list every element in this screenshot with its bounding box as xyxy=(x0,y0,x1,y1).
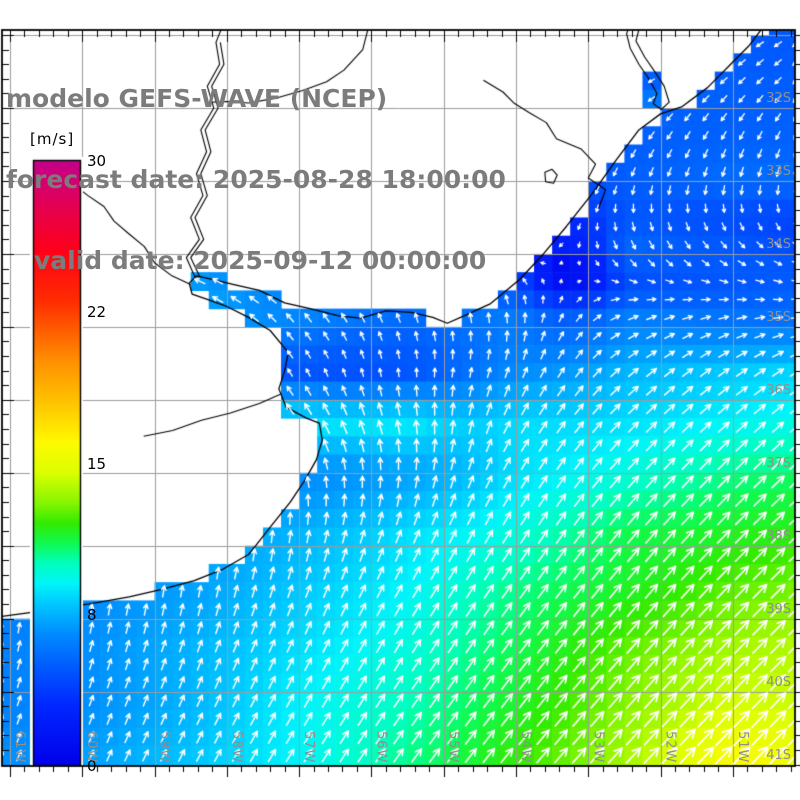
map-title: modelo GEFS-WAVE (NCEP) forecast date: 2… xyxy=(6,31,506,328)
colorbar-tick-label-15: 15 xyxy=(87,454,107,473)
lat-axis-label-34S: 34S xyxy=(766,236,791,252)
lat-axis-label-33S: 33S xyxy=(766,163,791,179)
colorbar-tick-label-8: 8 xyxy=(87,605,97,624)
title-valid-date-line: valid date: 2025-09-12 00:00:00 xyxy=(34,246,487,275)
lat-axis-label-39S: 39S xyxy=(766,601,791,617)
title-model-line: modelo GEFS-WAVE (NCEP) xyxy=(6,84,388,113)
lon-axis-label-58W: 58W xyxy=(228,730,244,763)
lat-axis-label-35S: 35S xyxy=(766,309,791,325)
lon-axis-label-61W: 61W xyxy=(11,730,27,763)
lat-axis-label-38S: 38S xyxy=(766,528,791,544)
lat-axis-label-32S: 32S xyxy=(766,91,791,107)
lat-axis-label-40S: 40S xyxy=(766,674,791,690)
lon-axis-label-54W: 54W xyxy=(517,730,533,763)
colorbar-tick-label-0: 0 xyxy=(87,757,97,775)
lon-axis-label-55W: 55W xyxy=(445,730,461,763)
lon-axis-label-52W: 52W xyxy=(662,730,678,763)
lon-axis-label-56W: 56W xyxy=(373,730,389,763)
lon-axis-label-51W: 51W xyxy=(734,730,750,763)
colorbar-unit-label: [m/s] xyxy=(30,130,75,148)
lat-axis-label-36S: 36S xyxy=(766,382,791,398)
lon-axis-label-60W: 60W xyxy=(84,730,100,763)
lon-axis-label-59W: 59W xyxy=(156,730,172,763)
lon-axis-label-53W: 53W xyxy=(590,730,606,763)
lat-axis-label-41S: 41S xyxy=(766,747,791,763)
lat-axis-label-37S: 37S xyxy=(766,455,791,471)
lon-axis-label-57W: 57W xyxy=(301,730,317,763)
colorbar-tick-label-22: 22 xyxy=(87,303,107,322)
colorbar-tick-label-30: 30 xyxy=(87,152,107,170)
title-forecast-date-line: forecast date: 2025-08-28 18:00:00 xyxy=(6,165,506,194)
